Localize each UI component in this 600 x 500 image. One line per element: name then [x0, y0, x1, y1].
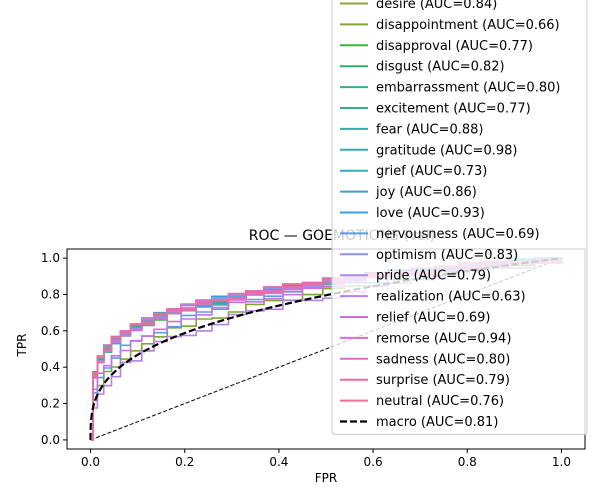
x-tick-label: 1.0 — [552, 455, 571, 469]
y-tick-label: 0.0 — [41, 433, 60, 447]
legend-label: neutral (AUC=0.76) — [376, 394, 504, 409]
legend-label: joy (AUC=0.86) — [375, 185, 477, 200]
legend-label: disappointment (AUC=0.66) — [376, 18, 560, 33]
legend-label: desire (AUC=0.84) — [376, 0, 497, 12]
x-tick-label: 0.0 — [81, 455, 100, 469]
legend-label: relief (AUC=0.69) — [376, 311, 490, 326]
legend-label: grief (AUC=0.73) — [376, 164, 487, 179]
legend-box — [331, 0, 588, 435]
x-axis-label: FPR — [315, 471, 337, 485]
legend-label: disgust (AUC=0.82) — [376, 60, 505, 75]
legend-label: fear (AUC=0.88) — [376, 122, 484, 137]
y-tick-label: 0.8 — [41, 287, 60, 301]
y-tick-label: 1.0 — [41, 251, 60, 265]
legend-label: macro (AUC=0.81) — [376, 415, 498, 430]
legend-label: realization (AUC=0.63) — [376, 290, 526, 305]
legend-label: embarrassment (AUC=0.80) — [376, 81, 560, 96]
legend-label: gratitude (AUC=0.98) — [376, 143, 517, 158]
legend-label: remorse (AUC=0.94) — [376, 331, 511, 346]
legend-label: love (AUC=0.93) — [376, 206, 485, 221]
y-axis-label: TPR — [15, 334, 29, 358]
x-tick-label: 0.4 — [269, 455, 288, 469]
x-tick-label: 0.6 — [364, 455, 383, 469]
legend-label: nervousness (AUC=0.69) — [376, 227, 540, 242]
legend-label: pride (AUC=0.79) — [376, 269, 491, 284]
legend-label: surprise (AUC=0.79) — [376, 373, 510, 388]
legend: desire (AUC=0.84) disappointment (AUC=0.6… — [331, 0, 588, 435]
legend-label: excitement (AUC=0.77) — [376, 102, 531, 117]
legend-label: disapproval (AUC=0.77) — [376, 39, 533, 54]
x-tick-label: 0.2 — [175, 455, 194, 469]
legend-label: optimism (AUC=0.83) — [376, 248, 518, 263]
y-tick-label: 0.2 — [41, 397, 60, 411]
x-tick-label: 0.8 — [458, 455, 477, 469]
legend-label: sadness (AUC=0.80) — [376, 352, 510, 367]
y-tick-label: 0.4 — [41, 360, 60, 374]
y-tick-label: 0.6 — [41, 324, 60, 338]
